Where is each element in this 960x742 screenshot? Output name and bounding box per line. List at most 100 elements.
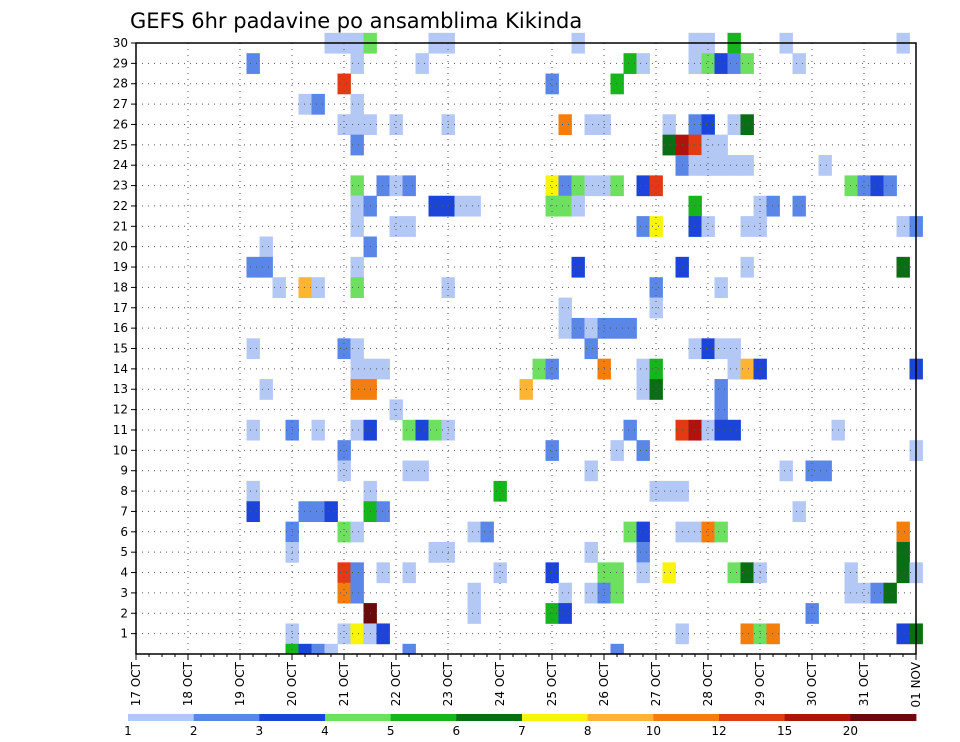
heatmap-cell xyxy=(493,480,507,502)
heatmap-cell xyxy=(610,562,624,584)
colorbar-swatch xyxy=(850,714,917,721)
heatmap-cell xyxy=(324,501,338,523)
heatmap-cell xyxy=(311,277,325,298)
heatmap-cell xyxy=(350,623,364,645)
x-tick-label: 27 OCT xyxy=(649,661,663,706)
heatmap-cell xyxy=(350,419,364,441)
y-tick-label: 10 xyxy=(113,443,128,457)
heatmap-cell xyxy=(870,175,884,197)
heatmap-cells xyxy=(246,32,923,655)
heatmap-cell xyxy=(636,175,650,197)
heatmap-cell xyxy=(246,53,260,74)
x-tick-label: 29 OCT xyxy=(753,661,767,706)
y-tick-label: 3 xyxy=(120,586,128,600)
heatmap-cell xyxy=(415,53,429,74)
heatmap-cell xyxy=(558,114,572,136)
heatmap-cell xyxy=(649,379,663,400)
heatmap-cell xyxy=(636,521,650,543)
heatmap-cell xyxy=(727,358,741,380)
heatmap-cell xyxy=(571,317,585,339)
heatmap-cell xyxy=(415,419,429,441)
heatmap-cell xyxy=(649,277,663,298)
heatmap-cell xyxy=(389,216,403,237)
heatmap-cell xyxy=(558,195,572,217)
heatmap-cell xyxy=(701,216,715,237)
y-tick-label: 17 xyxy=(113,301,128,315)
heatmap-cell xyxy=(649,358,663,380)
heatmap-cell xyxy=(298,93,312,115)
heatmap-cell xyxy=(376,562,390,584)
heatmap-cell xyxy=(792,53,806,74)
heatmap-cell xyxy=(740,562,754,584)
heatmap-cell xyxy=(402,562,416,584)
heatmap-cell xyxy=(896,216,910,237)
colorbar-swatch xyxy=(259,714,326,721)
x-tick-label: 28 OCT xyxy=(701,661,715,706)
heatmap-cell xyxy=(610,582,624,604)
heatmap-cell xyxy=(792,501,806,523)
colorbar-swatch xyxy=(128,714,195,721)
heatmap-cell xyxy=(259,379,273,400)
x-tick-label: 23 OCT xyxy=(441,661,455,706)
heatmap-cell xyxy=(246,338,260,360)
heatmap-cell xyxy=(896,541,910,563)
colorbar-swatch xyxy=(325,714,392,721)
y-tick-label: 2 xyxy=(120,606,128,620)
heatmap-cell xyxy=(311,93,325,115)
heatmap-cell xyxy=(467,195,481,217)
heatmap-cell xyxy=(896,562,910,584)
heatmap-cell xyxy=(636,541,650,563)
y-tick-label: 7 xyxy=(120,504,128,518)
x-tick-label: 17 OCT xyxy=(129,661,143,706)
heatmap-cell xyxy=(844,582,858,604)
heatmap-cell xyxy=(636,379,650,400)
heatmap-cell xyxy=(896,521,910,543)
y-tick-label: 30 xyxy=(113,36,128,50)
y-tick-label: 15 xyxy=(113,342,128,356)
heatmap-cell xyxy=(350,358,364,380)
heatmap-cell xyxy=(389,175,403,197)
heatmap-cell xyxy=(883,582,897,604)
heatmap-cell xyxy=(376,358,390,380)
heatmap-cell xyxy=(337,440,351,461)
heatmap-cell xyxy=(688,521,702,543)
heatmap-cell xyxy=(610,317,624,339)
heatmap-cell xyxy=(246,419,260,441)
heatmap-cell xyxy=(610,643,624,655)
heatmap-cell xyxy=(272,277,286,298)
heatmap-cell xyxy=(844,562,858,584)
heatmap-cell xyxy=(636,562,650,584)
heatmap-cell xyxy=(311,419,325,441)
y-tick-label: 25 xyxy=(113,138,128,152)
heatmap-cell xyxy=(259,256,273,278)
x-tick-label: 20 OCT xyxy=(285,661,299,706)
heatmap-cell xyxy=(857,175,871,197)
heatmap-cell xyxy=(740,53,754,74)
heatmap-cell xyxy=(740,155,754,176)
colorbar-label: 7 xyxy=(518,724,526,738)
heatmap-cell xyxy=(402,643,416,655)
heatmap-cell xyxy=(701,338,715,360)
x-tick-label: 31 OCT xyxy=(857,661,871,706)
heatmap-cell xyxy=(350,256,364,278)
y-tick-label: 24 xyxy=(113,158,128,172)
heatmap-cell xyxy=(558,297,572,319)
heatmap-cell xyxy=(350,521,364,543)
heatmap-cell xyxy=(727,114,741,136)
heatmap-cell xyxy=(649,480,663,502)
heatmap-cell xyxy=(701,53,715,74)
y-tick-label: 26 xyxy=(113,117,128,131)
y-tick-label: 27 xyxy=(113,97,128,111)
heatmap-cell xyxy=(311,501,325,523)
y-tick-label: 11 xyxy=(113,423,128,437)
heatmap-cell xyxy=(402,460,416,482)
colorbar-label: 15 xyxy=(777,724,792,738)
heatmap-cell xyxy=(896,623,910,645)
y-tick-label: 8 xyxy=(120,484,128,498)
heatmap-cell xyxy=(350,175,364,197)
colorbar-label: 8 xyxy=(584,724,592,738)
heatmap-cell xyxy=(584,114,598,136)
heatmap-cell xyxy=(350,93,364,115)
heatmap-cell xyxy=(740,623,754,645)
